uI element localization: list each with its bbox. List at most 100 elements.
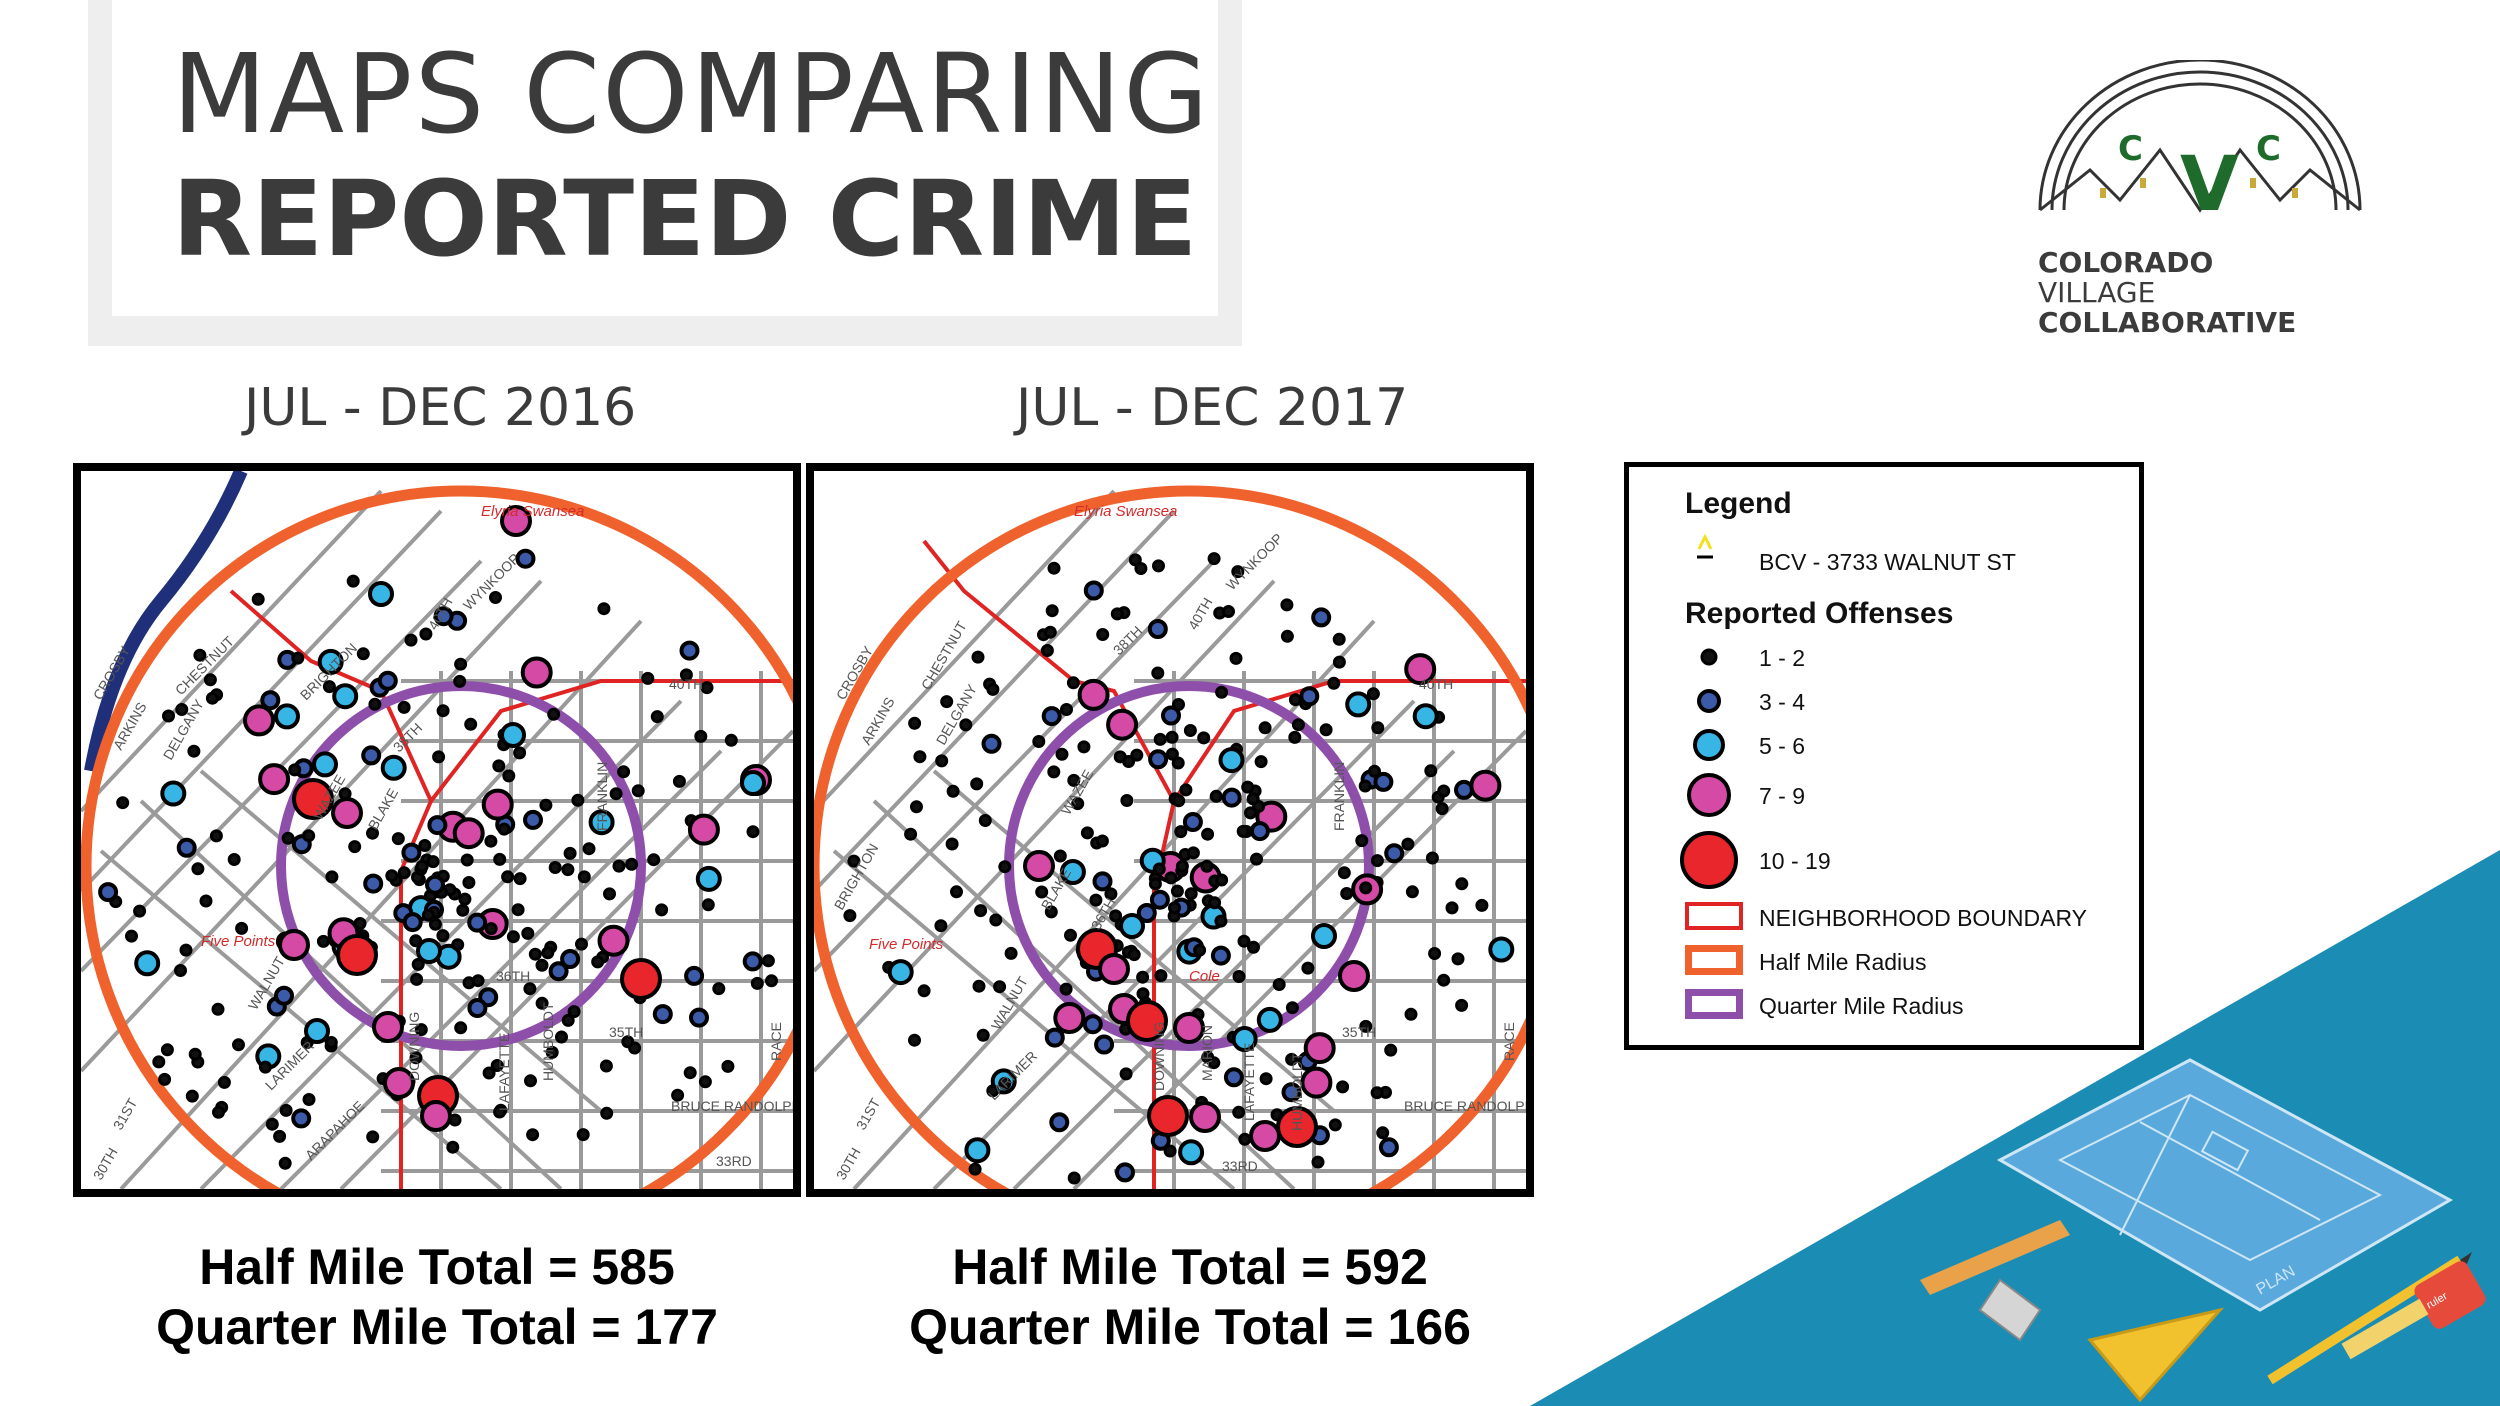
offense-marker [1445, 901, 1459, 915]
offense-marker [1221, 787, 1242, 808]
offense-marker [986, 1084, 1000, 1098]
offense-marker [492, 759, 506, 773]
offense-marker [1259, 1072, 1273, 1086]
offense-marker [1281, 1082, 1302, 1103]
label-race: RACE [768, 1022, 784, 1061]
offense-marker [524, 1074, 537, 1088]
offense-marker [1280, 598, 1294, 612]
offense-marker [232, 1038, 245, 1052]
offense-marker [1209, 789, 1223, 803]
offense-marker [1258, 721, 1272, 735]
offense-marker [348, 840, 362, 854]
offense-marker [1186, 846, 1200, 860]
offense-marker [761, 954, 775, 968]
river [84, 471, 248, 773]
offense-marker [1232, 970, 1246, 983]
offense-marker [946, 784, 960, 798]
offense-marker [981, 733, 1002, 754]
offense-marker [1092, 871, 1113, 892]
offense-marker [1288, 730, 1302, 744]
offense-marker [493, 852, 507, 866]
label-five-points: Five Points [201, 933, 276, 950]
offense-marker [174, 964, 187, 977]
offense-marker [1152, 559, 1165, 573]
offense-marker [454, 657, 468, 671]
offense-marker [1055, 747, 1069, 761]
offense-marker-large [383, 1067, 415, 1099]
site-marker-icon [1697, 533, 1713, 559]
offense-marker [1412, 703, 1439, 730]
offense-marker [1032, 735, 1046, 748]
offense-marker [1148, 749, 1169, 770]
offense-marker [978, 814, 992, 827]
offense-marker [1047, 561, 1061, 575]
offense-marker [1136, 970, 1150, 984]
offense-marker [1067, 773, 1081, 787]
offense-marker [1089, 893, 1103, 907]
offense-marker [1301, 961, 1315, 975]
offense-marker [497, 822, 511, 836]
offense-marker-large [740, 770, 766, 796]
map-2017[interactable]: Elyria Swansea Five Points Cole WYNKOOP … [806, 463, 1534, 1197]
offense-marker [312, 751, 338, 778]
offense-marker [1045, 604, 1059, 618]
offense-marker [513, 872, 527, 886]
offense-marker [274, 703, 300, 730]
offense-marker [460, 853, 474, 867]
offense-marker [1174, 825, 1188, 839]
offense-marker [1401, 837, 1415, 851]
offense-marker [1154, 969, 1168, 983]
offense-marker [235, 921, 249, 935]
offense-marker [1127, 948, 1141, 962]
offense-marker [1311, 607, 1332, 628]
offense-marker [98, 882, 119, 903]
offense-marker [535, 958, 549, 972]
offense-marker [621, 1035, 635, 1049]
offense-marker [278, 1156, 292, 1170]
title-panel [112, 0, 1218, 316]
legend-symbol-1-2 [1700, 648, 1718, 666]
offense-marker [458, 892, 472, 906]
offense-marker [1148, 877, 1162, 891]
label-elyria-swansea: Elyria Swansea [1074, 503, 1177, 520]
offense-marker [971, 650, 985, 664]
offense-marker [1254, 755, 1268, 769]
offense-marker [265, 1117, 279, 1131]
offense-marker [243, 704, 275, 737]
offense-marker [363, 873, 384, 894]
offense-marker-large [416, 938, 442, 964]
map-2016-canvas: Elyria Swansea Five Points WYNKOOP 40TH … [81, 471, 793, 1189]
offense-marker [356, 647, 370, 661]
offense-marker [1327, 676, 1341, 690]
offense-marker [451, 938, 465, 952]
offense-marker [650, 710, 664, 724]
offense-marker [1165, 747, 1179, 761]
offense-marker [1168, 901, 1181, 915]
logo-line2: VILLAGE [2038, 276, 2156, 309]
neighborhood-boundary-south [1152, 800, 1176, 1189]
offense-marker [377, 670, 398, 691]
offense-marker-large [1276, 1106, 1318, 1148]
legend-quarter-mile-swatch [1685, 989, 1743, 1019]
offense-marker [1355, 834, 1369, 848]
offense-marker [160, 1043, 174, 1057]
label-35th: 35TH [609, 1024, 643, 1040]
offense-marker [701, 898, 715, 912]
label-40th-a: 40TH [1185, 595, 1216, 633]
offense-marker [1077, 678, 1110, 711]
offense-marker [1370, 854, 1384, 868]
offense-marker [600, 1106, 614, 1120]
map-2016[interactable]: Elyria Swansea Five Points WYNKOOP 40TH … [73, 463, 801, 1197]
offense-marker [1164, 871, 1178, 885]
offense-marker [1337, 866, 1351, 880]
offense-marker [397, 866, 411, 880]
offense-marker [1291, 718, 1305, 732]
offense-marker [1300, 1066, 1333, 1099]
offense-marker [1336, 1080, 1350, 1094]
offense-marker [1241, 780, 1255, 794]
offense-marker [523, 982, 537, 996]
legend-boundary-swatch [1685, 902, 1743, 930]
offense-marker [291, 1108, 312, 1129]
blueprint-illustration: PLAN ruler [1530, 850, 2500, 1406]
offense-marker [1067, 1171, 1081, 1185]
